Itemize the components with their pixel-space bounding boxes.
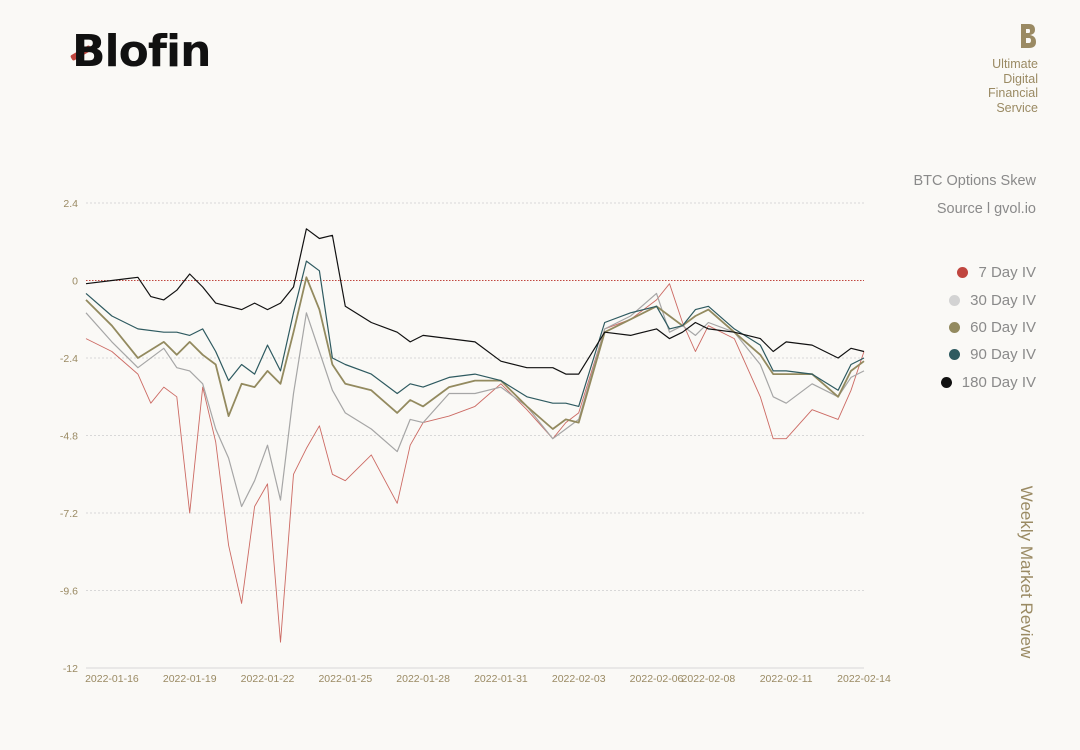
series-90d-line bbox=[85, 260, 865, 407]
y-tick-label: -2.4 bbox=[60, 353, 78, 365]
blofin-logo: Blofin bbox=[72, 26, 211, 77]
tagline-line: Digital bbox=[1003, 71, 1038, 86]
legend-label: 60 Day IV bbox=[970, 318, 1036, 336]
y-tick-label: -12 bbox=[63, 663, 78, 675]
tagline-line: Financial bbox=[987, 86, 1038, 100]
tagline-line: Service bbox=[996, 100, 1038, 115]
legend-dot-icon bbox=[949, 294, 961, 306]
legend-label: 7 Day IV bbox=[978, 264, 1036, 282]
x-tick-label: 2022-02-08 bbox=[682, 673, 736, 685]
x-tick-label: 2022-02-06 bbox=[630, 673, 684, 685]
x-tick-label: 2022-01-22 bbox=[241, 673, 295, 685]
x-tick-label: 2022-02-14 bbox=[837, 673, 891, 685]
y-tick-label: -4.8 bbox=[60, 431, 78, 443]
x-tick-label: 2022-01-28 bbox=[396, 673, 450, 685]
y-tick-label: 0 bbox=[72, 276, 78, 288]
x-tick-label: 2022-02-03 bbox=[552, 673, 606, 685]
legend-label: 30 Day IV bbox=[970, 291, 1036, 309]
legend-dot-icon bbox=[940, 376, 952, 388]
x-tick-label: 2022-01-31 bbox=[474, 673, 528, 685]
legend-item-90d: 90 Day IV bbox=[876, 341, 1036, 368]
x-tick-label: 2022-01-19 bbox=[163, 673, 217, 685]
legend-item-30d: 30 Day IV bbox=[876, 286, 1036, 313]
y-tick-label: -9.6 bbox=[60, 586, 78, 598]
legend-label: 180 Day IV bbox=[961, 373, 1036, 391]
legend-dot-icon bbox=[949, 321, 961, 333]
chart-source: Source l gvol.io bbox=[936, 201, 1036, 217]
chart-legend: 7 Day IV 30 Day IV 60 Day IV 90 Day IV 1… bbox=[876, 259, 1036, 396]
series-180d-line bbox=[85, 228, 865, 375]
y-tick-label: -7.2 bbox=[60, 508, 78, 520]
legend-label: 90 Day IV bbox=[970, 346, 1036, 364]
legend-dot-icon bbox=[957, 267, 969, 279]
legend-item-60d: 60 Day IV bbox=[876, 314, 1036, 341]
chart-title: BTC Options Skew bbox=[913, 173, 1037, 189]
x-tick-label: 2022-02-11 bbox=[760, 673, 813, 685]
y-tick-label: 2.4 bbox=[63, 198, 78, 210]
tagline: Ultimate Digital Financial Service bbox=[988, 57, 1038, 115]
x-tick-label: 2022-01-25 bbox=[318, 673, 372, 685]
b-monogram-icon bbox=[1021, 24, 1036, 48]
series-30d-line bbox=[85, 292, 865, 508]
tagline-line: Ultimate bbox=[992, 57, 1038, 71]
legend-item-180d: 180 Day IV bbox=[876, 369, 1036, 396]
series-60d-line bbox=[85, 276, 865, 430]
legend-item-7d: 7 Day IV bbox=[876, 259, 1036, 286]
x-tick-label: 2022-01-16 bbox=[85, 673, 139, 685]
legend-dot-icon bbox=[949, 349, 961, 361]
